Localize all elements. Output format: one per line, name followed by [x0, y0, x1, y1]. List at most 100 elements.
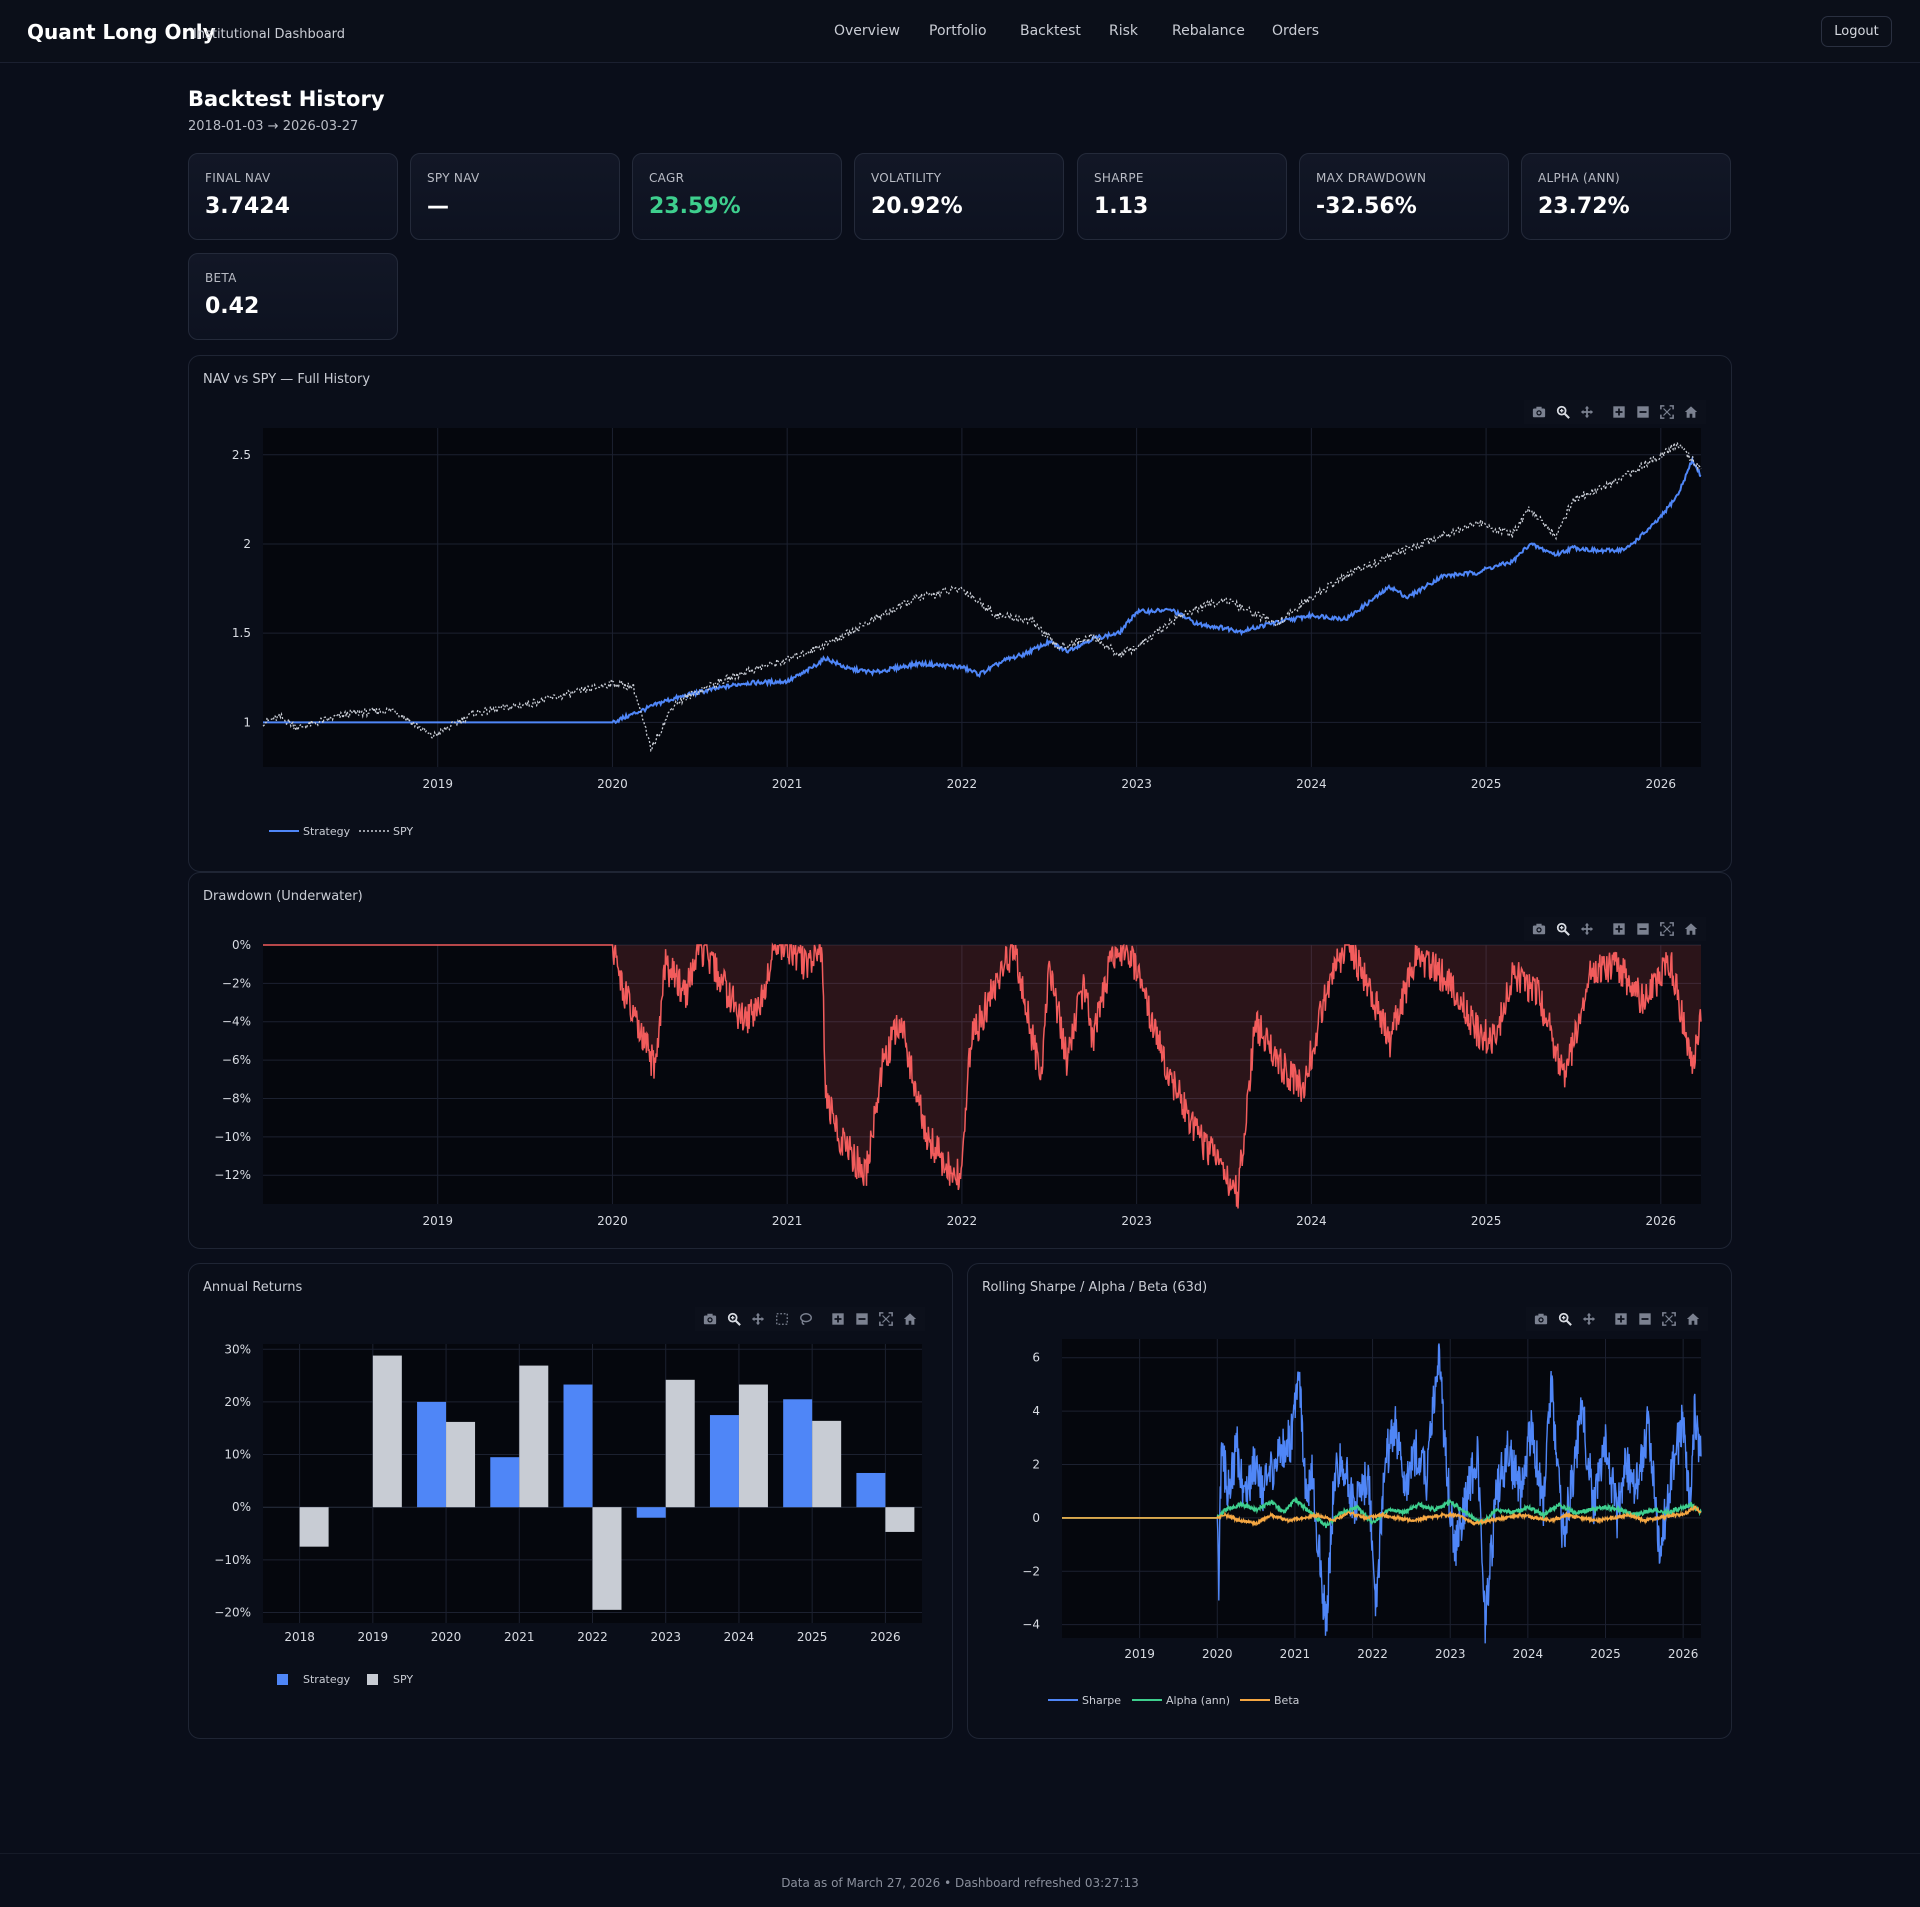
metric-card-max-drawdown: MAX DRAWDOWN -32.56%: [1299, 153, 1509, 240]
brand-name[interactable]: Quant Long Only: [27, 20, 216, 44]
nav-portfolio[interactable]: Portfolio: [929, 23, 987, 39]
zoom-in-icon[interactable]: [1610, 920, 1628, 938]
nav-backtest[interactable]: Backtest: [1020, 23, 1081, 39]
legend-label-sharpe: Sharpe: [1082, 1694, 1121, 1707]
x-tick-label: 2019: [358, 1630, 389, 1644]
zoom-out-icon[interactable]: [853, 1310, 871, 1328]
bar-strategy: [856, 1472, 886, 1508]
metric-card-spy-nav: SPY NAV —: [410, 153, 620, 240]
box-select-icon[interactable]: [773, 1310, 791, 1328]
x-tick-label: 2025: [1590, 1647, 1621, 1661]
bar-strategy: [490, 1457, 520, 1508]
home-icon[interactable]: [1682, 920, 1700, 938]
autoscale-icon[interactable]: [877, 1310, 895, 1328]
autoscale-icon[interactable]: [1658, 920, 1676, 938]
metric-card-beta: BETA 0.42: [188, 253, 398, 340]
bar-strategy: [783, 1399, 813, 1508]
y-tick-label: 1: [243, 715, 251, 729]
camera-icon[interactable]: [1530, 920, 1548, 938]
nav-orders[interactable]: Orders: [1272, 23, 1320, 39]
drawdown-chart[interactable]: 0% −2% −4% −6% −8% −10% −12% 2019 2020 2021 2022 20…: [189, 873, 1733, 1250]
y-tick-label: 0%: [232, 938, 251, 952]
y-tick-label: 10%: [224, 1448, 251, 1462]
x-tick-label: 2023: [1435, 1647, 1466, 1661]
nav-vs-spy-chart[interactable]: 1 1.5 2 2.5 2019 2020 2021 2022 2023 2024 2025 2026…: [189, 356, 1733, 873]
metric-card-cagr: CAGR 23.59%: [632, 153, 842, 240]
legend-label-beta: Beta: [1274, 1694, 1299, 1707]
y-tick-label: −6%: [222, 1053, 251, 1067]
y-tick-label: 2.5: [232, 448, 251, 462]
zoom-out-icon[interactable]: [1634, 920, 1652, 938]
x-tick-label: 2024: [1513, 1647, 1544, 1661]
zoom-out-icon[interactable]: [1634, 403, 1652, 421]
x-tick-label: 2021: [1280, 1647, 1311, 1661]
x-tick-label: 2021: [772, 777, 803, 791]
metric-label: SPY NAV: [427, 171, 480, 185]
zoom-icon[interactable]: [725, 1310, 743, 1328]
legend-label-strategy: Strategy: [303, 1673, 351, 1686]
chart-title: Drawdown (Underwater): [203, 889, 363, 904]
pan-icon[interactable]: [1578, 403, 1596, 421]
nav-overview[interactable]: Overview: [834, 23, 900, 39]
strategy-line: [263, 455, 1702, 725]
nav-risk[interactable]: Risk: [1109, 23, 1139, 39]
lasso-icon[interactable]: [797, 1310, 815, 1328]
zoom-in-icon[interactable]: [1610, 403, 1628, 421]
bar-strategy: [636, 1507, 666, 1518]
y-tick-label: −4%: [222, 1015, 251, 1029]
bar-spy: [665, 1379, 695, 1508]
chart-modebar: [695, 1307, 925, 1331]
y-tick-label: −10%: [214, 1130, 251, 1144]
zoom-icon[interactable]: [1556, 1310, 1574, 1328]
x-tick-label: 2021: [504, 1630, 535, 1644]
bar-strategy: [709, 1415, 739, 1508]
chart-modebar: [1526, 1307, 1708, 1331]
date-range: 2018-01-03 → 2026-03-27: [188, 119, 359, 134]
zoom-icon[interactable]: [1554, 920, 1572, 938]
home-icon[interactable]: [901, 1310, 919, 1328]
x-tick-label: 2019: [422, 1214, 453, 1228]
zoom-out-icon[interactable]: [1636, 1310, 1654, 1328]
x-tick-label: 2022: [1357, 1647, 1388, 1661]
x-tick-label: 2026: [1646, 777, 1677, 791]
nav-rebalance[interactable]: Rebalance: [1172, 23, 1245, 39]
zoom-in-icon[interactable]: [829, 1310, 847, 1328]
autoscale-icon[interactable]: [1658, 403, 1676, 421]
home-icon[interactable]: [1682, 403, 1700, 421]
x-tick-label: 2020: [597, 1214, 628, 1228]
x-tick-label: 2023: [1121, 777, 1152, 791]
metric-value: 0.42: [205, 294, 260, 319]
pan-icon[interactable]: [749, 1310, 767, 1328]
zoom-icon[interactable]: [1554, 403, 1572, 421]
x-tick-label: 2024: [1296, 777, 1327, 791]
legend-label-strategy: Strategy: [303, 825, 351, 838]
y-tick-label: 1.5: [232, 626, 251, 640]
metric-card-alpha: ALPHA (ANN) 23.72%: [1521, 153, 1731, 240]
legend-swatch-spy: [367, 1674, 378, 1685]
page-title: Backtest History: [188, 87, 385, 111]
x-tick-label: 2025: [1471, 777, 1502, 791]
beta-line: [1062, 1504, 1702, 1528]
pan-icon[interactable]: [1580, 1310, 1598, 1328]
pan-icon[interactable]: [1578, 920, 1596, 938]
camera-icon[interactable]: [1530, 403, 1548, 421]
metric-value: 23.59%: [649, 194, 741, 219]
metric-card-sharpe: SHARPE 1.13: [1077, 153, 1287, 240]
autoscale-icon[interactable]: [1660, 1310, 1678, 1328]
bar-spy: [519, 1365, 549, 1508]
logout-button[interactable]: Logout: [1821, 16, 1892, 47]
legend-swatch-strategy: [277, 1674, 288, 1685]
rolling-metrics-chart[interactable]: 6 4 2 0 −2 −4 2019 2020 2021 2022 2023 2024 2025 2026…: [968, 1264, 1733, 1740]
x-tick-label: 2025: [797, 1630, 828, 1644]
camera-icon[interactable]: [1532, 1310, 1550, 1328]
annual-returns-chart[interactable]: 30% 20% 10% 0% −10% −20% 2018 2019 2020 2021 2022 2…: [189, 1264, 954, 1740]
home-icon[interactable]: [1684, 1310, 1702, 1328]
y-tick-label: 30%: [224, 1342, 251, 1356]
bar-spy: [592, 1507, 622, 1610]
metric-label: MAX DRAWDOWN: [1316, 171, 1427, 185]
zoom-in-icon[interactable]: [1612, 1310, 1630, 1328]
metric-card-final-nav: FINAL NAV 3.7424: [188, 153, 398, 240]
plot-area: [263, 945, 1701, 1204]
camera-icon[interactable]: [701, 1310, 719, 1328]
